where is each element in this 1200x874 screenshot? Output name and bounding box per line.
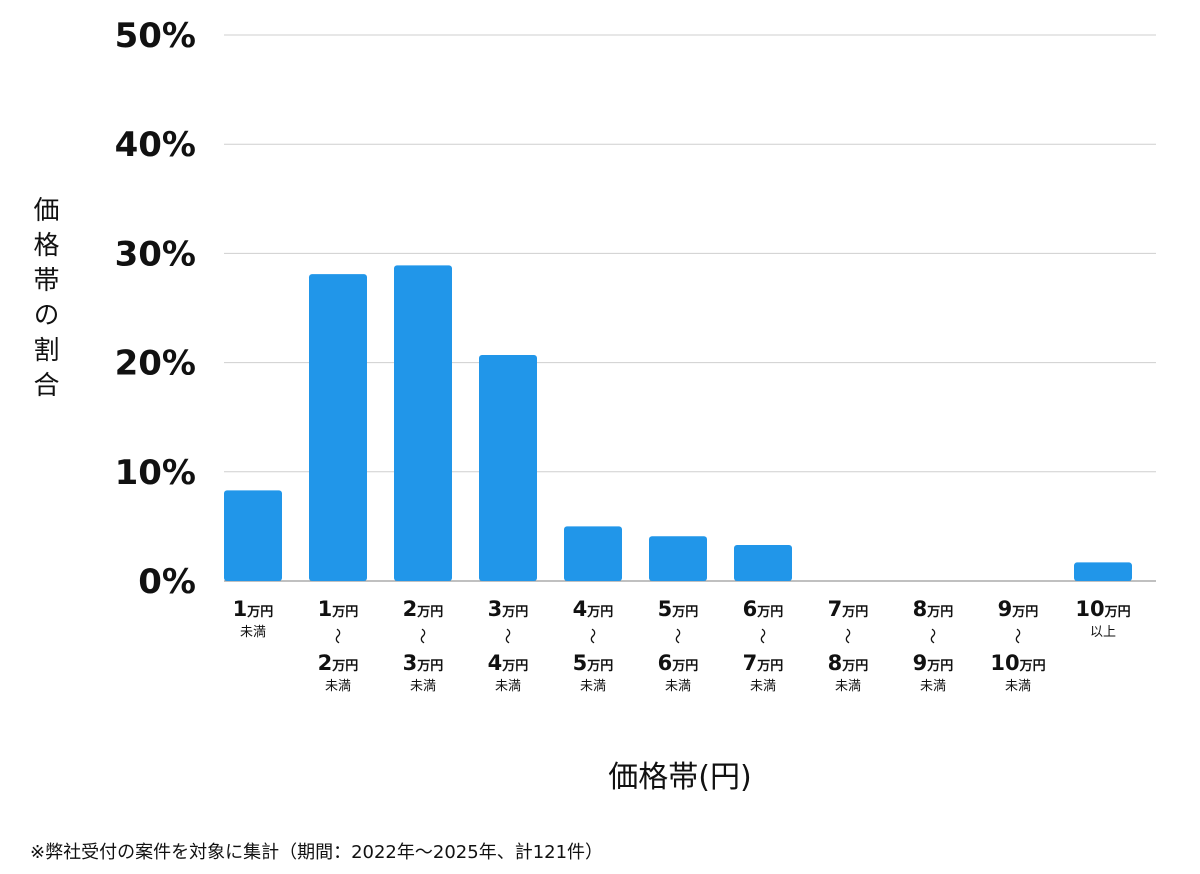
x-tick-note: 未満 — [750, 679, 776, 694]
x-tick-label: 2万円 — [403, 597, 444, 621]
x-tick-label: 10万円 — [990, 651, 1045, 675]
y-tick-label: 20% — [115, 344, 196, 384]
x-tick-label: 2万円 — [318, 651, 359, 675]
x-tick-note: 未満 — [920, 679, 946, 694]
x-tick-note: 未満 — [240, 625, 266, 640]
bar — [564, 526, 622, 581]
x-tick-label: 1万円 — [233, 597, 274, 621]
y-tick-label: 40% — [115, 125, 196, 165]
y-tick-label: 10% — [115, 453, 196, 493]
x-tick-label: 6万円 — [658, 651, 699, 675]
x-tick-label: 8万円 — [828, 651, 869, 675]
footnote: ※弊社受付の案件を対象に集計（期間：2022年〜2025年、計121件） — [30, 842, 604, 863]
x-tick-note: 未満 — [835, 679, 861, 694]
x-tick-note: 未満 — [665, 679, 691, 694]
x-tick-label: 7万円 — [828, 597, 869, 621]
x-tick-range-mark: 〜 — [668, 628, 687, 644]
y-tick-label: 50% — [115, 16, 196, 56]
x-tick-label: 9万円 — [998, 597, 1039, 621]
x-tick-label: 6万円 — [743, 597, 784, 621]
bar — [649, 536, 707, 581]
y-tick-label: 30% — [115, 234, 196, 274]
x-tick-range-mark: 〜 — [498, 628, 517, 644]
bar — [394, 265, 452, 581]
x-tick-label: 3万円 — [488, 597, 529, 621]
bar — [479, 354, 537, 581]
x-tick-note: 未満 — [325, 679, 351, 694]
x-tick-label: 3万円 — [403, 651, 444, 675]
x-tick-label: 4万円 — [573, 597, 614, 621]
x-tick-label: 4万円 — [488, 651, 529, 675]
x-tick-note: 未満 — [1005, 679, 1031, 694]
x-tick-range-mark: 〜 — [583, 628, 602, 644]
x-tick-range-mark: 〜 — [413, 628, 432, 644]
x-tick-label: 10万円 — [1075, 597, 1130, 621]
x-tick-label: 1万円 — [318, 597, 359, 621]
x-tick-label: 8万円 — [913, 597, 954, 621]
x-tick-label: 7万円 — [743, 651, 784, 675]
bar — [734, 544, 792, 581]
x-axis-label: 価格帯(円) — [608, 760, 752, 795]
x-tick-label: 9万円 — [913, 651, 954, 675]
x-tick-label: 5万円 — [573, 651, 614, 675]
bar — [1074, 562, 1132, 581]
x-tick-note: 未満 — [410, 679, 436, 694]
y-tick-label: 0% — [138, 562, 196, 602]
y-axis-label: 価格帯の割合 — [29, 196, 59, 406]
x-tick-range-mark: 〜 — [923, 628, 942, 644]
bar — [224, 490, 282, 581]
x-tick-label: 5万円 — [658, 597, 699, 621]
x-tick-note: 未満 — [495, 679, 521, 694]
x-tick-range-mark: 〜 — [1008, 628, 1027, 644]
x-tick-range-mark: 〜 — [328, 628, 347, 644]
x-tick-range-mark: 〜 — [753, 628, 772, 644]
x-tick-note: 以上 — [1090, 625, 1116, 640]
x-tick-range-mark: 〜 — [838, 628, 857, 644]
x-tick-note: 未満 — [580, 679, 606, 694]
bar — [309, 274, 367, 581]
